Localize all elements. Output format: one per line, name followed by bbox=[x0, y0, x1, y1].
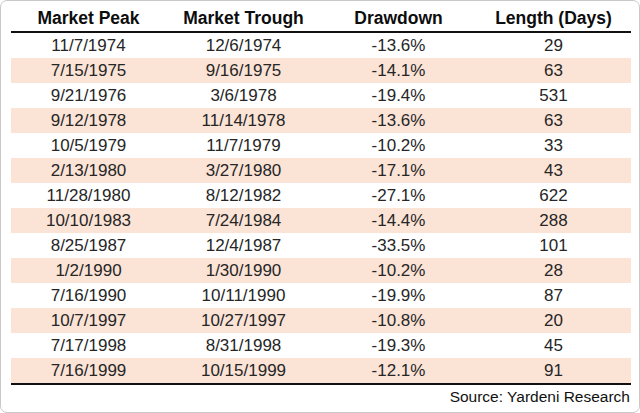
table-cell: 10/5/1979 bbox=[11, 133, 166, 158]
table-row: 10/7/199710/27/1997-10.8%20 bbox=[11, 308, 631, 333]
column-header-market-peak: Market Peak bbox=[11, 5, 166, 32]
table-cell: 11/7/1974 bbox=[11, 32, 166, 58]
table-cell: 11/28/1980 bbox=[11, 183, 166, 208]
table-cell: 7/16/1999 bbox=[11, 358, 166, 384]
table-row: 7/17/19988/31/1998-19.3%45 bbox=[11, 333, 631, 358]
header-row: Market Peak Market Trough Drawdown Lengt… bbox=[11, 5, 631, 32]
table-cell: 11/7/1979 bbox=[166, 133, 321, 158]
table-cell: 10/27/1997 bbox=[166, 308, 321, 333]
table-cell: 3/6/1978 bbox=[166, 83, 321, 108]
table-cell: -19.4% bbox=[321, 83, 476, 108]
table-cell: -27.1% bbox=[321, 183, 476, 208]
source-attribution: Source: Yardeni Research bbox=[11, 388, 631, 406]
table-cell: 531 bbox=[476, 83, 631, 108]
table-cell: 9/16/1975 bbox=[166, 58, 321, 83]
table-cell: 11/14/1978 bbox=[166, 108, 321, 133]
table-cell: -10.8% bbox=[321, 308, 476, 333]
table-cell: 63 bbox=[476, 58, 631, 83]
table-cell: -17.1% bbox=[321, 158, 476, 183]
table-cell: -10.2% bbox=[321, 133, 476, 158]
table-cell: -10.2% bbox=[321, 258, 476, 283]
table-row: 9/12/197811/14/1978-13.6%63 bbox=[11, 108, 631, 133]
table-row: 2/13/19803/27/1980-17.1%43 bbox=[11, 158, 631, 183]
table-cell: -14.1% bbox=[321, 58, 476, 83]
table-cell: 8/12/1982 bbox=[166, 183, 321, 208]
table-cell: 10/10/1983 bbox=[11, 208, 166, 233]
table-row: 7/16/199010/11/1990-19.9%87 bbox=[11, 283, 631, 308]
table-cell: 7/16/1990 bbox=[11, 283, 166, 308]
table-cell: 8/25/1987 bbox=[11, 233, 166, 258]
table-body: 11/7/197412/6/1974-13.6%297/15/19759/16/… bbox=[11, 32, 631, 384]
column-header-drawdown: Drawdown bbox=[321, 5, 476, 32]
table-cell: 9/21/1976 bbox=[11, 83, 166, 108]
table-cell: 622 bbox=[476, 183, 631, 208]
table-cell: 12/6/1974 bbox=[166, 32, 321, 58]
table-cell: 8/31/1998 bbox=[166, 333, 321, 358]
table-cell: 288 bbox=[476, 208, 631, 233]
table-cell: -14.4% bbox=[321, 208, 476, 233]
table-cell: 9/12/1978 bbox=[11, 108, 166, 133]
table-card: Market Peak Market Trough Drawdown Lengt… bbox=[0, 0, 640, 413]
table-cell: 45 bbox=[476, 333, 631, 358]
table-row: 7/16/199910/15/1999-12.1%91 bbox=[11, 358, 631, 384]
table-cell: -19.9% bbox=[321, 283, 476, 308]
table-cell: 63 bbox=[476, 108, 631, 133]
table-cell: 29 bbox=[476, 32, 631, 58]
table-row: 7/15/19759/16/1975-14.1%63 bbox=[11, 58, 631, 83]
table-cell: -13.6% bbox=[321, 108, 476, 133]
table-row: 11/7/197412/6/1974-13.6%29 bbox=[11, 32, 631, 58]
table-header: Market Peak Market Trough Drawdown Lengt… bbox=[11, 5, 631, 32]
table-cell: 20 bbox=[476, 308, 631, 333]
table-row: 11/28/19808/12/1982-27.1%622 bbox=[11, 183, 631, 208]
table-cell: 12/4/1987 bbox=[166, 233, 321, 258]
table-cell: 10/15/1999 bbox=[166, 358, 321, 384]
table-row: 1/2/19901/30/1990-10.2%28 bbox=[11, 258, 631, 283]
table-cell: -33.5% bbox=[321, 233, 476, 258]
table-cell: 87 bbox=[476, 283, 631, 308]
table-cell: 1/30/1990 bbox=[166, 258, 321, 283]
table-row: 10/5/197911/7/1979-10.2%33 bbox=[11, 133, 631, 158]
table-row: 8/25/198712/4/1987-33.5%101 bbox=[11, 233, 631, 258]
table-cell: 7/17/1998 bbox=[11, 333, 166, 358]
column-header-length-days: Length (Days) bbox=[476, 5, 631, 32]
table-cell: 91 bbox=[476, 358, 631, 384]
table-cell: 10/7/1997 bbox=[11, 308, 166, 333]
drawdown-table: Market Peak Market Trough Drawdown Lengt… bbox=[11, 5, 631, 385]
table-cell: -12.1% bbox=[321, 358, 476, 384]
table-cell: 2/13/1980 bbox=[11, 158, 166, 183]
table-cell: -13.6% bbox=[321, 32, 476, 58]
table-cell: 1/2/1990 bbox=[11, 258, 166, 283]
table-cell: 101 bbox=[476, 233, 631, 258]
table-row: 10/10/19837/24/1984-14.4%288 bbox=[11, 208, 631, 233]
table-cell: 7/15/1975 bbox=[11, 58, 166, 83]
column-header-market-trough: Market Trough bbox=[166, 5, 321, 32]
table-cell: 10/11/1990 bbox=[166, 283, 321, 308]
table-cell: 28 bbox=[476, 258, 631, 283]
table-cell: 3/27/1980 bbox=[166, 158, 321, 183]
table-row: 9/21/19763/6/1978-19.4%531 bbox=[11, 83, 631, 108]
table-cell: -19.3% bbox=[321, 333, 476, 358]
table-cell: 7/24/1984 bbox=[166, 208, 321, 233]
table-cell: 43 bbox=[476, 158, 631, 183]
table-cell: 33 bbox=[476, 133, 631, 158]
